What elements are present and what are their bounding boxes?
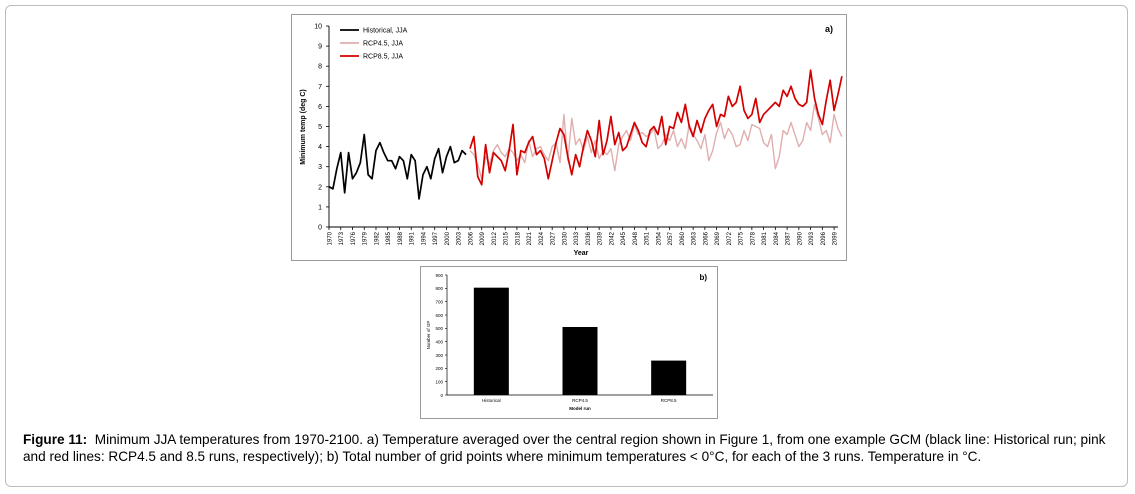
y-tick-label: 500 [435, 326, 443, 331]
x-tick-label: RCP4.5 [572, 398, 588, 403]
y-tick-label: 5 [318, 124, 322, 131]
line-chart: 0 1 2 3 4 5 6 7 8 9 10 1970 1973 1976 1979 1982 1985 1988… [300, 24, 843, 257]
bar-historical [473, 287, 509, 395]
y-tick-label: 8 [318, 64, 322, 71]
bar-rcp45 [562, 327, 598, 395]
x-tick-label: 2099 [833, 231, 839, 245]
y-tick-label: 9 [318, 44, 322, 51]
x-tick-label: 2042 [609, 231, 615, 245]
legend-label: Historical, JJA [363, 28, 408, 35]
bar-chart: 0 100 200 300 400 500 600 700 800 900 Historical RC… [426, 273, 713, 411]
x-tick-label: 2093 [809, 231, 815, 245]
x-axis-title: Model run [569, 406, 591, 411]
x-tick-label: 2057 [668, 231, 674, 245]
x-tick-label: 2024 [539, 231, 545, 245]
y-tick-label: 700 [435, 299, 443, 304]
x-tick-label: 1994 [421, 231, 427, 245]
panel-b-bar-chart: 0 100 200 300 400 500 600 700 800 900 Historical RC… [420, 266, 718, 419]
series-line-rcp45 [469, 103, 843, 180]
y-axis-title: Minimum temp (deg C) [300, 89, 307, 164]
x-tick-label: 2069 [715, 231, 721, 245]
y-tick-label: 7 [318, 84, 322, 91]
y-tick-label: 4 [318, 144, 322, 151]
x-tick-label: 1982 [374, 231, 380, 245]
x-tick-label: 1979 [363, 231, 369, 245]
series-line-historical [328, 133, 467, 200]
x-tick-label: 2060 [680, 231, 686, 245]
x-tick-label: 1997 [433, 231, 439, 245]
x-tick-label: 2039 [598, 231, 604, 245]
x-tick-label: 2087 [786, 231, 792, 245]
y-tick-label: 300 [435, 353, 443, 358]
legend-label: RCP4.5, JJA [363, 41, 403, 48]
x-tick-label: 1976 [351, 231, 357, 245]
x-tick-label: 2009 [480, 231, 486, 245]
y-tick-label: 800 [435, 286, 443, 291]
x-tick-label: 2000 [445, 231, 451, 245]
x-tick-label: 2003 [457, 231, 463, 245]
panel-a-line-chart: 0 1 2 3 4 5 6 7 8 9 10 1970 1973 1976 1979 1982 1985 1988… [291, 14, 847, 261]
x-tick-label: 2051 [645, 231, 651, 245]
y-tick-label: 600 [435, 313, 443, 318]
y-tick-label: 400 [435, 339, 443, 344]
bar-rcp85 [651, 360, 687, 395]
x-tick-label: 2048 [633, 231, 639, 245]
y-tick-label: 0 [318, 225, 322, 232]
y-tick-label: 3 [318, 164, 322, 171]
panel-label-b: b) [699, 273, 707, 282]
y-tick-label: 2 [318, 184, 322, 191]
y-tick-label: 6 [318, 104, 322, 111]
series-line-rcp85 [469, 69, 843, 186]
x-tick-label: 1988 [398, 231, 404, 245]
x-tick-label: 2027 [551, 231, 557, 245]
x-tick-label: 2033 [574, 231, 580, 245]
y-tick-label: 1 [318, 204, 322, 211]
x-tick-label: 2063 [692, 231, 698, 245]
x-tick-label: 2096 [821, 231, 827, 245]
x-tick-label: 2054 [656, 231, 662, 245]
x-tick-label: 1973 [339, 231, 345, 245]
x-tick-label: 2012 [492, 231, 498, 245]
x-tick-label: 2021 [527, 231, 533, 245]
x-axis-title: Year [574, 250, 589, 257]
x-tick-label: 2084 [774, 231, 780, 245]
x-tick-label: 2045 [621, 231, 627, 245]
x-tick-label: 2015 [504, 231, 510, 245]
x-tick-label: RCP8.5 [661, 398, 677, 403]
figure-caption-text: Minimum JJA temperatures from 1970-2100.… [23, 432, 1106, 464]
x-tick-label: 1970 [328, 231, 334, 245]
x-tick-label: 2018 [515, 231, 521, 245]
x-tick-label: 2090 [797, 231, 803, 245]
y-tick-label: 10 [314, 24, 322, 31]
x-tick-label: Historical [482, 398, 501, 403]
y-tick-label: 200 [435, 366, 443, 371]
x-tick-label: 2072 [727, 231, 733, 245]
x-tick-label: 2081 [762, 231, 768, 245]
y-tick-label: 0 [440, 393, 443, 398]
x-tick-label: 2078 [750, 231, 756, 245]
y-tick-label: 100 [435, 379, 443, 384]
y-axis-title: Number of GP [426, 321, 431, 350]
y-tick-label: 900 [435, 273, 443, 278]
x-tick-label: 2006 [468, 231, 474, 245]
x-tick-label: 2066 [703, 231, 709, 245]
x-tick-label: 2075 [739, 231, 745, 245]
x-tick-label: 2036 [586, 231, 592, 245]
x-tick-label: 1991 [410, 231, 416, 245]
panel-label-a: a) [825, 24, 833, 34]
x-tick-label: 1985 [386, 231, 392, 245]
x-tick-label: 2030 [562, 231, 568, 245]
figure-caption: Figure 11: Minimum JJA temperatures from… [23, 431, 1113, 465]
figure-label: Figure 11: [23, 432, 88, 447]
legend-label: RCP8.5, JJA [363, 54, 403, 61]
